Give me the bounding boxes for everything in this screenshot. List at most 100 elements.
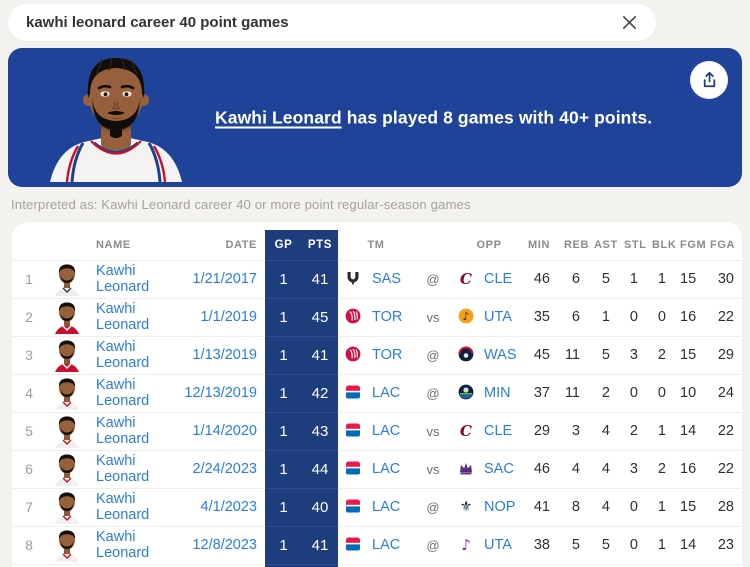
opponent-link[interactable]: CLE	[484, 423, 513, 439]
table-header-row: NAME DATE GP PTS TM OPP MIN REB AST STL …	[12, 230, 742, 260]
interpreted-as-text: Interpreted as: Kawhi Leonard career 40 …	[11, 197, 471, 212]
game-date-link[interactable]: 2/24/2023	[192, 461, 257, 477]
pts-header[interactable]: PTS	[302, 230, 338, 260]
search-bar	[8, 4, 656, 41]
fga-cell: 29	[710, 335, 742, 374]
stl-cell: 0	[624, 373, 652, 412]
opponent-link[interactable]: UTA	[484, 309, 512, 325]
player-avatar[interactable]	[46, 373, 88, 412]
reb-header[interactable]: REB	[564, 238, 590, 251]
team-link[interactable]: LAC	[372, 461, 401, 477]
ast-cell: 5	[594, 335, 624, 374]
min-cell: 46	[526, 449, 564, 488]
opponent-link[interactable]: UTA	[484, 537, 512, 553]
home-away-indicator: @	[414, 335, 452, 374]
team-link[interactable]: TOR	[372, 347, 403, 363]
team-logo-icon	[338, 449, 368, 488]
player-avatar[interactable]	[46, 297, 88, 336]
row-rank: 1	[12, 259, 46, 298]
min-header[interactable]: MIN	[528, 238, 550, 251]
team-link[interactable]: LAC	[372, 385, 401, 401]
pts-cell: 41	[302, 335, 338, 374]
close-icon[interactable]	[616, 10, 642, 36]
ast-header[interactable]: AST	[594, 238, 618, 251]
player-name-link[interactable]: Kawhi Leonard	[96, 491, 150, 523]
player-name-link[interactable]: Kawhi Leonard	[96, 415, 150, 447]
home-away-indicator: @	[414, 373, 452, 412]
team-link[interactable]: LAC	[372, 499, 401, 515]
player-name-link[interactable]: Kawhi Leonard	[96, 339, 150, 371]
opponent-link[interactable]: SAC	[484, 461, 514, 477]
fgm-cell: 14	[680, 411, 710, 450]
fgm-cell: 15	[680, 487, 710, 526]
share-upload-icon[interactable]	[690, 61, 728, 99]
game-date-link[interactable]: 1/21/2017	[192, 271, 257, 287]
player-avatar[interactable]	[46, 259, 88, 298]
name-header[interactable]: NAME	[96, 238, 131, 251]
game-date-link[interactable]: 1/13/2019	[192, 347, 257, 363]
reb-cell: 5	[564, 525, 594, 564]
opponent-link[interactable]: CLE	[484, 271, 513, 287]
team-link[interactable]: LAC	[372, 537, 401, 553]
ast-cell: 4	[594, 487, 624, 526]
game-date-link[interactable]: 12/8/2023	[192, 537, 257, 553]
row-rank: 4	[12, 373, 46, 412]
game-date-link[interactable]: 4/1/2023	[200, 499, 257, 515]
player-avatar[interactable]	[46, 487, 88, 526]
search-input[interactable]	[26, 14, 616, 31]
fgm-header[interactable]: FGM	[680, 238, 707, 251]
min-cell: 38	[526, 525, 564, 564]
player-name-link[interactable]: Kawhi Leonard	[96, 453, 150, 485]
blk-cell: 0	[652, 373, 680, 412]
reb-cell: 11	[564, 373, 594, 412]
game-date-link[interactable]: 1/1/2019	[200, 309, 257, 325]
player-avatar[interactable]	[46, 335, 88, 374]
player-name-link[interactable]: Kawhi Leonard	[96, 301, 150, 333]
stl-cell: 0	[624, 525, 652, 564]
reb-cell: 3	[564, 411, 594, 450]
gp-cell: 1	[265, 297, 302, 336]
home-away-indicator: vs	[414, 449, 452, 488]
fga-cell: 28	[710, 487, 742, 526]
fgm-cell: 15	[680, 259, 710, 298]
results-card: NAME DATE GP PTS TM OPP MIN REB AST STL …	[12, 222, 742, 567]
player-avatar[interactable]	[46, 449, 88, 488]
team-link[interactable]: SAS	[372, 271, 402, 287]
blk-header[interactable]: BLK	[652, 238, 677, 251]
team-link[interactable]: TOR	[372, 309, 403, 325]
player-avatar[interactable]	[46, 411, 88, 450]
date-header[interactable]: DATE	[225, 238, 257, 251]
player-name-link[interactable]: Kawhi Leonard	[96, 377, 150, 409]
opp-header[interactable]: OPP	[476, 238, 502, 251]
table-row: 4 Kawhi Leonard 12/13/2019 1 42 LAC @ MI…	[12, 373, 742, 412]
player-name-link[interactable]: Kawhi Leonard	[96, 529, 150, 561]
opponent-logo-icon: ♪	[452, 297, 480, 336]
game-date-link[interactable]: 1/14/2020	[192, 423, 257, 439]
ast-cell: 4	[594, 449, 624, 488]
opponent-logo-icon: ♪	[452, 525, 480, 564]
team-logo-icon	[338, 297, 368, 336]
fga-header[interactable]: FGA	[710, 238, 736, 251]
fgm-cell: 16	[680, 297, 710, 336]
game-date-link[interactable]: 12/13/2019	[184, 385, 257, 401]
opponent-link[interactable]: MIN	[484, 385, 511, 401]
team-logo-icon	[338, 335, 368, 374]
home-away-indicator: vs	[414, 297, 452, 336]
row-rank: 8	[12, 525, 46, 564]
tm-header[interactable]: TM	[367, 238, 385, 251]
player-name-link[interactable]: Kawhi Leonard	[96, 263, 150, 295]
gp-header[interactable]: GP	[265, 230, 302, 260]
team-logo-icon	[338, 525, 368, 564]
opponent-logo-icon: ⚜	[452, 487, 480, 526]
team-logo-icon	[338, 487, 368, 526]
blk-cell: 2	[652, 449, 680, 488]
pts-cell: 41	[302, 259, 338, 298]
stl-header[interactable]: STL	[624, 238, 647, 251]
player-link[interactable]: Kawhi Leonard	[215, 107, 342, 127]
gp-cell: 1	[265, 259, 302, 298]
opponent-link[interactable]: NOP	[484, 499, 516, 515]
stl-cell: 3	[624, 335, 652, 374]
team-link[interactable]: LAC	[372, 423, 401, 439]
player-avatar[interactable]	[46, 525, 88, 564]
opponent-link[interactable]: WAS	[484, 347, 517, 363]
